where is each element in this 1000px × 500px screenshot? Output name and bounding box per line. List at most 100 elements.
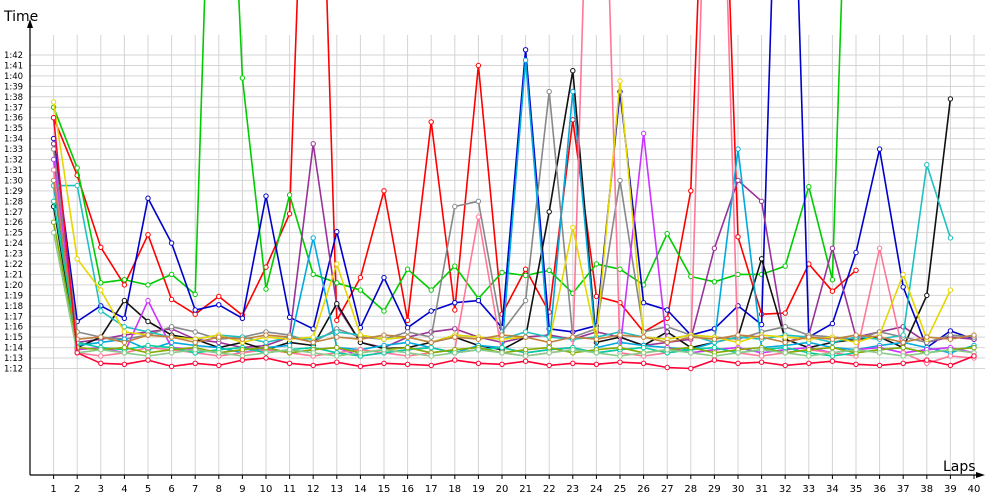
data-point [452, 263, 458, 269]
y-tick-label: 1:34 [4, 135, 23, 145]
x-tick-label: 13 [330, 484, 343, 495]
data-point [286, 192, 293, 198]
data-point [924, 350, 930, 356]
data-point [971, 332, 977, 338]
data-point [192, 329, 198, 335]
data-point [758, 353, 765, 359]
data-point [829, 277, 836, 283]
data-point [806, 184, 812, 190]
data-point [782, 334, 788, 340]
data-point [758, 321, 765, 328]
data-point [50, 156, 57, 163]
data-point [947, 336, 954, 342]
data-point [947, 287, 954, 293]
x-tick-label: 6 [168, 484, 174, 495]
data-point [192, 360, 198, 366]
data-point [664, 307, 670, 313]
data-point [428, 344, 434, 351]
data-point [475, 360, 482, 366]
data-point [947, 353, 954, 359]
data-point [428, 362, 434, 369]
data-point [853, 347, 859, 353]
data-point [900, 360, 906, 366]
data-point [924, 162, 930, 168]
data-point [499, 269, 505, 276]
data-point [98, 347, 104, 353]
data-point [900, 284, 906, 290]
data-point [570, 360, 576, 366]
x-tick-label: 1 [50, 484, 56, 495]
data-point [404, 339, 411, 346]
x-tick-label: 35 [850, 484, 863, 495]
tick-labels: 1:121:131:141:151:161:171:181:191:201:21… [4, 51, 980, 495]
data-point [806, 334, 812, 340]
data-point [263, 339, 269, 346]
y-tick-label: 1:36 [4, 114, 23, 124]
y-tick-label: 1:20 [4, 281, 23, 291]
data-point [664, 315, 670, 321]
data-point [617, 359, 623, 365]
data-point [664, 364, 670, 371]
data-point [50, 99, 57, 105]
data-point [428, 308, 434, 314]
data-point [357, 274, 364, 281]
data-point [286, 360, 293, 366]
data-point [216, 302, 222, 308]
data-point [310, 334, 316, 340]
data-point [404, 361, 411, 367]
data-point [50, 146, 57, 152]
y-tick-label: 1:25 [4, 229, 23, 239]
data-point [876, 334, 883, 340]
data-point [192, 339, 198, 346]
data-point [381, 347, 387, 353]
data-point [168, 363, 175, 370]
data-point [522, 272, 529, 279]
x-tick-label: 32 [779, 484, 792, 495]
series-16 [50, 115, 977, 372]
y-tick-label: 1:30 [4, 176, 23, 186]
x-tick-label: 8 [216, 484, 222, 495]
data-point [334, 344, 340, 351]
x-tick-label: 15 [378, 484, 391, 495]
data-point [381, 274, 387, 281]
x-tick-label: 7 [192, 484, 198, 495]
data-point [829, 336, 836, 342]
data-point [74, 256, 80, 262]
y-tick-label: 1:31 [4, 166, 23, 176]
data-point [546, 88, 552, 95]
data-point [121, 282, 128, 288]
data-point [168, 271, 175, 278]
data-point [947, 362, 954, 369]
data-point [546, 209, 552, 215]
data-point [735, 332, 741, 338]
data-point [475, 347, 482, 353]
data-point [50, 198, 57, 205]
data-point [239, 75, 246, 81]
x-tick-label: 14 [354, 484, 367, 495]
data-point [758, 256, 765, 262]
data-point [357, 336, 364, 342]
data-point [168, 240, 175, 246]
data-point [758, 347, 765, 353]
x-axis-arrow [976, 472, 985, 478]
data-point [452, 203, 458, 210]
data-point [688, 334, 694, 340]
x-tick-label: 39 [944, 484, 957, 495]
data-point [593, 350, 600, 356]
data-point [381, 188, 387, 194]
data-point [593, 336, 600, 342]
data-point [381, 360, 387, 366]
data-point [452, 307, 458, 313]
data-point [806, 347, 812, 353]
data-point [216, 362, 222, 369]
y-tick-label: 1:33 [4, 145, 23, 155]
data-point [475, 214, 482, 220]
data-point [617, 332, 623, 338]
data-point [546, 362, 552, 369]
y-tick-label: 1:40 [4, 72, 23, 82]
y-tick-label: 1:15 [4, 333, 23, 343]
data-point [145, 232, 151, 238]
data-point [50, 219, 57, 225]
x-tick-label: 28 [684, 484, 697, 495]
